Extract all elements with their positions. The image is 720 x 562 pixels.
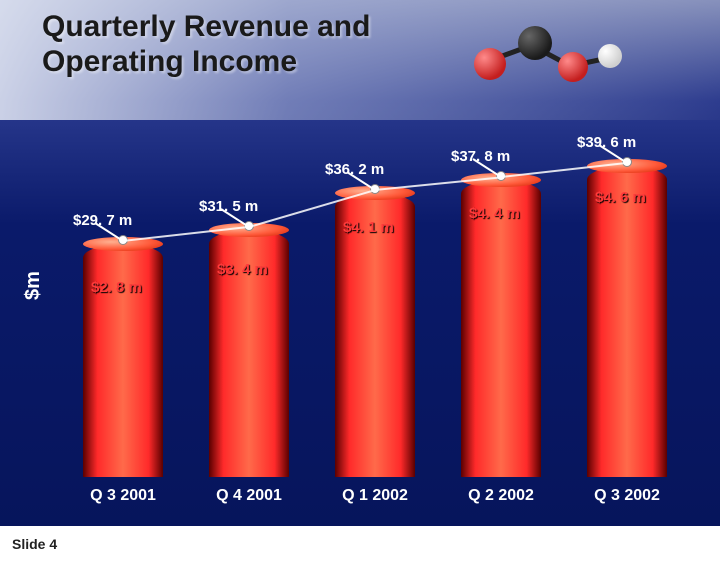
slide-title: Quarterly Revenue and Operating Income: [42, 10, 370, 79]
category-label: Q 4 2001: [204, 487, 294, 505]
category-label: Q 3 2002: [582, 487, 672, 505]
label-leader: [598, 144, 627, 164]
title-line-2: Operating Income: [42, 45, 370, 80]
label-leader: [346, 171, 375, 191]
y-axis-label: $m: [22, 271, 45, 300]
trend-line-segment: [249, 189, 376, 228]
category-label: Q 3 2001: [78, 487, 168, 505]
trend-line-segment: [501, 162, 627, 178]
category-label: Q 1 2002: [330, 487, 420, 505]
trend-line-segment: [123, 226, 249, 242]
trend-line-segment: [375, 176, 501, 191]
slide-footer: Slide 4: [0, 526, 720, 562]
label-leader: [220, 208, 249, 228]
label-leader: [472, 158, 501, 178]
x-axis-labels: Q 3 2001 Q 4 2001 Q 1 2002 Q 2 2002 Q 3 2002: [60, 487, 690, 505]
molecule-decoration: [460, 16, 630, 101]
label-leader: [94, 222, 123, 242]
line-overlay: [60, 147, 690, 477]
slide-number: Slide 4: [12, 536, 57, 552]
category-label: Q 2 2002: [456, 487, 546, 505]
slide: Quarterly Revenue and Operating Income $…: [0, 0, 720, 562]
revenue-chart: $29. 7 m$2. 8 m$31. 5 m$3. 4 m$36. 2 m$4…: [60, 145, 690, 505]
title-line-1: Quarterly Revenue and: [42, 10, 370, 45]
